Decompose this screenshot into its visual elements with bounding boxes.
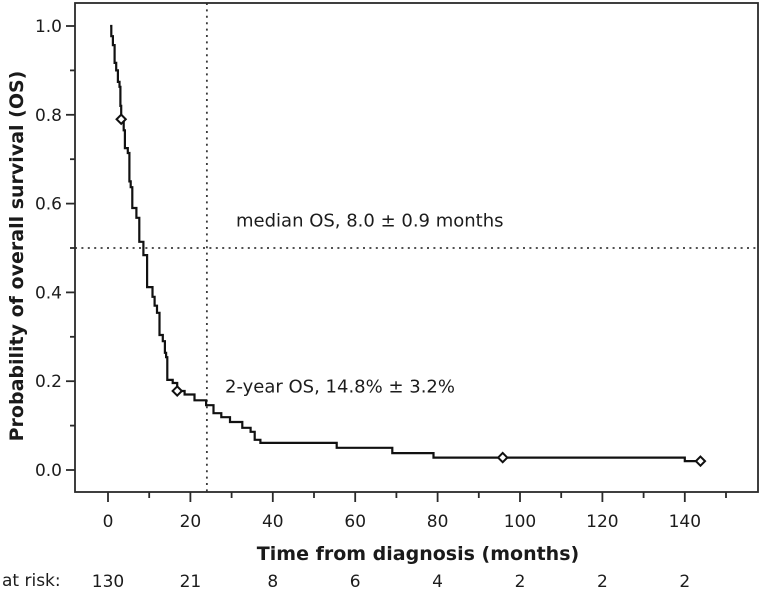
two-year-os-annotation: 2-year OS, 14.8% ± 3.2% (225, 376, 455, 398)
x-axis-tick-label: 40 (262, 512, 284, 532)
y-axis-tick-label: 0.0 (35, 461, 62, 481)
x-axis-title: Time from diagnosis (months) (256, 543, 580, 565)
censor-diamond-icon (115, 113, 128, 126)
median-os-annotation: median OS, 8.0 ± 0.9 months (236, 210, 504, 232)
at-risk-count: 21 (180, 572, 202, 592)
y-axis-title: Probability of overall survival (OS) (6, 70, 28, 442)
y-axis-tick-label: 0.6 (35, 195, 62, 215)
at-risk-count: 2 (597, 572, 608, 592)
censor-diamond-icon (496, 451, 509, 464)
at-risk-count: 2 (679, 572, 690, 592)
at-risk-count: 2 (515, 572, 526, 592)
at-risk-row-label: at risk: (2, 571, 61, 591)
y-axis-tick-label: 1.0 (35, 17, 62, 37)
y-axis-tick-label: 0.8 (35, 106, 62, 126)
x-axis-tick-label: 140 (669, 512, 701, 532)
x-axis-tick-label: 60 (344, 512, 366, 532)
x-axis-tick-label: 0 (103, 512, 114, 532)
censor-diamond-icon (694, 455, 707, 468)
x-axis-tick-label: 100 (504, 512, 536, 532)
censor-diamond-icon (171, 384, 184, 397)
x-axis-tick-label: 80 (427, 512, 449, 532)
x-axis-tick-label: 120 (586, 512, 618, 532)
survival-curve (110, 24, 702, 463)
at-risk-count: 4 (432, 572, 443, 592)
at-risk-count: 130 (92, 572, 124, 592)
at-risk-count: 6 (350, 572, 361, 592)
at-risk-count: 8 (267, 572, 278, 592)
y-axis-tick-label: 0.4 (35, 283, 62, 303)
y-axis-tick-label: 0.2 (35, 372, 62, 392)
x-axis-tick-label: 20 (180, 512, 202, 532)
